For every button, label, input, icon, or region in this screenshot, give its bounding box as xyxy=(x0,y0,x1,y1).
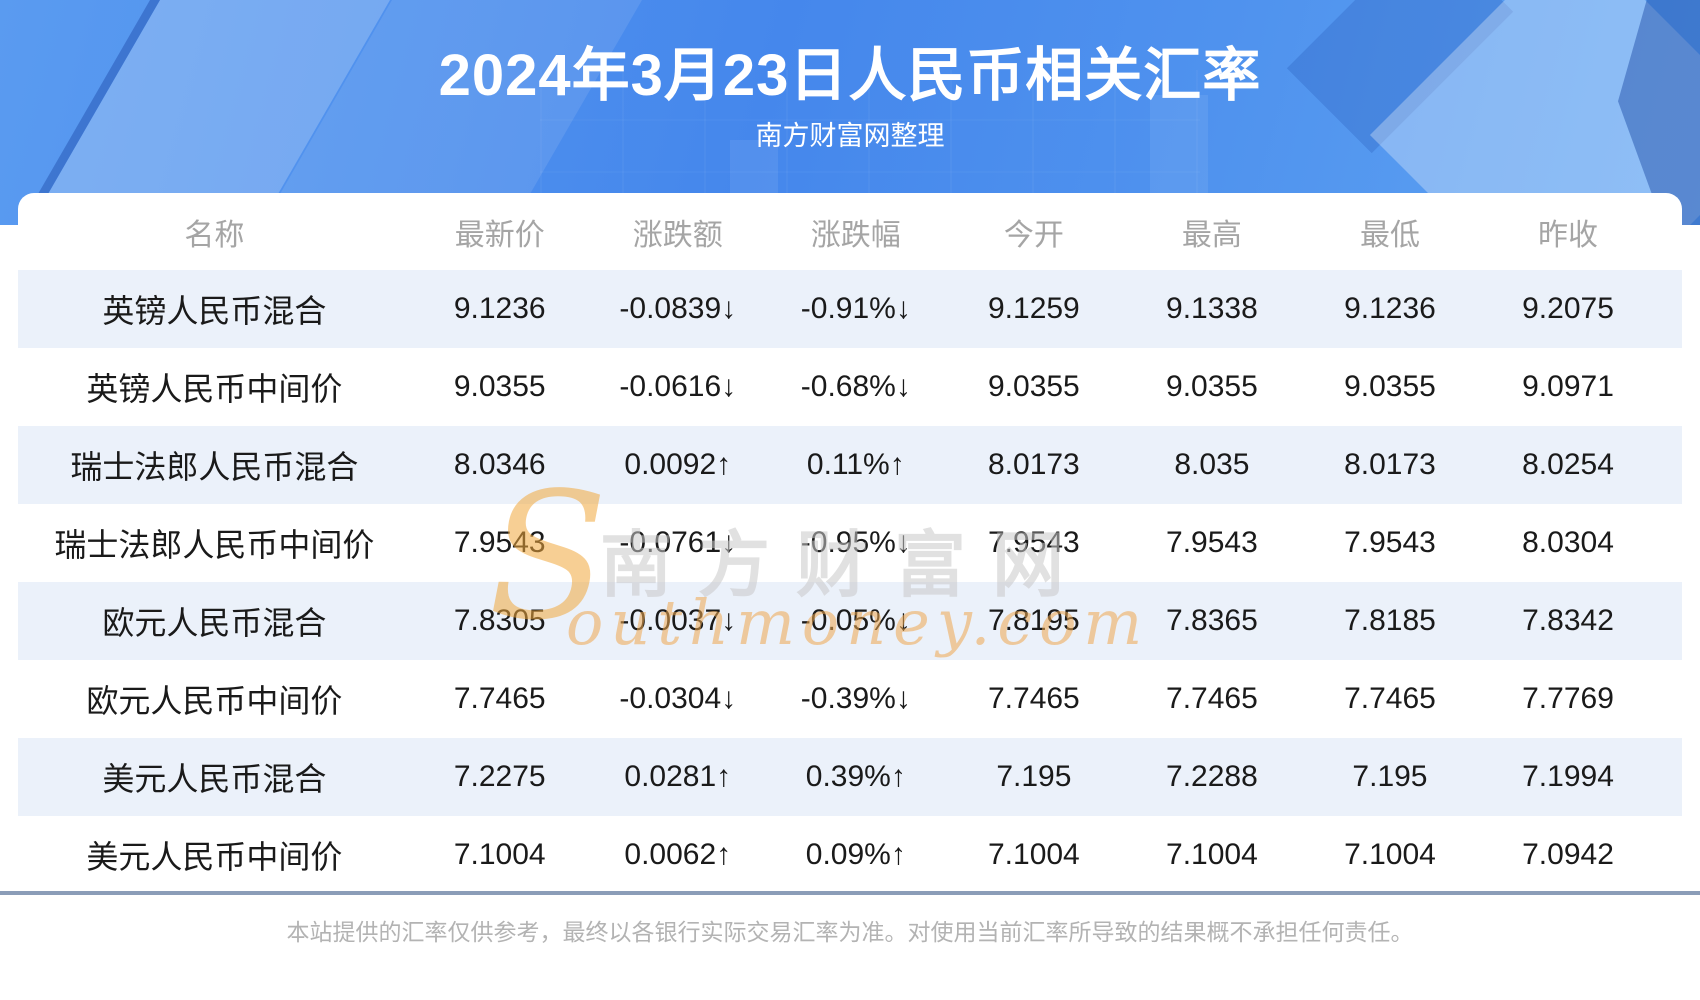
table-row: 美元人民币混合 7.2275 0.0281↑ 0.39%↑ 7.195 7.22… xyxy=(18,738,1682,816)
table-row: 欧元人民币混合 7.8305 -0.0037↓ -0.05%↓ 7.8195 7… xyxy=(18,582,1682,660)
high-price-cell: 7.8365 xyxy=(1166,604,1258,637)
table-row: 英镑人民币中间价 9.0355 -0.0616↓ -0.68%↓ 9.0355 … xyxy=(18,348,1682,426)
page-subtitle: 南方财富网整理 xyxy=(755,121,945,151)
prev-close-cell: 9.0971 xyxy=(1522,370,1614,403)
column-header-high: 最高 xyxy=(1181,218,1242,252)
column-header-change-pct: 涨跌幅 xyxy=(810,218,901,252)
high-price-cell: 8.035 xyxy=(1174,448,1250,481)
currency-name-cell: 欧元人民币混合 xyxy=(102,605,327,641)
change-amount-cell: -0.0839↓ xyxy=(619,292,737,325)
column-header-latest: 最新价 xyxy=(454,218,545,252)
low-price-cell: 9.0355 xyxy=(1344,370,1436,403)
exchange-rate-table: 名称 最新价 涨跌额 涨跌幅 今开 最高 最低 昨收 英镑人民币混合 9.123… xyxy=(18,193,1682,893)
low-price-cell: 7.8185 xyxy=(1344,604,1436,637)
column-header-open: 今开 xyxy=(1003,218,1064,252)
high-price-cell: 9.1338 xyxy=(1166,292,1258,325)
change-percent-cell: -0.95%↓ xyxy=(800,526,911,559)
page-title: 2024年3月23日人民币相关汇率 xyxy=(438,43,1262,108)
prev-close-cell: 8.0254 xyxy=(1522,448,1614,481)
table-row: 瑞士法郎人民币中间价 7.9543 -0.0761↓ -0.95%↓ 7.954… xyxy=(18,504,1682,582)
column-header-low: 最低 xyxy=(1359,218,1420,252)
change-percent-cell: -0.91%↓ xyxy=(800,292,911,325)
low-price-cell: 8.0173 xyxy=(1344,448,1436,481)
change-percent-cell: 0.09%↑ xyxy=(805,838,906,871)
high-price-cell: 7.9543 xyxy=(1166,526,1258,559)
column-header-name: 名称 xyxy=(184,218,245,252)
table-row: 英镑人民币混合 9.1236 -0.0839↓ -0.91%↓ 9.1259 9… xyxy=(18,270,1682,348)
latest-price-cell: 7.1004 xyxy=(453,838,546,871)
change-percent-cell: -0.05%↓ xyxy=(800,604,911,637)
high-price-cell: 7.2288 xyxy=(1166,760,1258,793)
low-price-cell: 9.1236 xyxy=(1344,292,1436,325)
prev-close-cell: 8.0304 xyxy=(1522,526,1614,559)
column-header-prev-close: 昨收 xyxy=(1538,218,1598,252)
open-price-cell: 9.1259 xyxy=(987,292,1080,325)
currency-name-cell: 瑞士法郎人民币中间价 xyxy=(54,527,375,563)
open-price-cell: 7.195 xyxy=(996,760,1072,793)
change-amount-cell: -0.0616↓ xyxy=(619,370,737,403)
change-amount-cell: -0.0037↓ xyxy=(619,604,737,637)
high-price-cell: 7.7465 xyxy=(1166,682,1258,715)
currency-name-cell: 美元人民币混合 xyxy=(102,761,327,797)
currency-name-cell: 英镑人民币中间价 xyxy=(86,371,343,407)
latest-price-cell: 9.1236 xyxy=(453,292,546,325)
column-header-change: 涨跌额 xyxy=(632,218,723,252)
table-row: 瑞士法郎人民币混合 8.0346 0.0092↑ 0.11%↑ 8.0173 8… xyxy=(18,426,1682,504)
change-amount-cell: 0.0092↑ xyxy=(624,448,732,481)
latest-price-cell: 7.2275 xyxy=(453,760,546,793)
low-price-cell: 7.1004 xyxy=(1344,838,1436,871)
high-price-cell: 7.1004 xyxy=(1166,838,1258,871)
prev-close-cell: 7.7769 xyxy=(1522,682,1614,715)
low-price-cell: 7.195 xyxy=(1352,760,1428,793)
change-amount-cell: 0.0062↑ xyxy=(624,838,732,871)
change-percent-cell: 0.39%↑ xyxy=(805,760,906,793)
footer-divider xyxy=(0,891,1700,895)
latest-price-cell: 7.9543 xyxy=(453,526,546,559)
latest-price-cell: 7.8305 xyxy=(453,604,546,637)
high-price-cell: 9.0355 xyxy=(1166,370,1258,403)
prev-close-cell: 7.8342 xyxy=(1522,604,1614,637)
table-row: 欧元人民币中间价 7.7465 -0.0304↓ -0.39%↓ 7.7465 … xyxy=(18,660,1682,738)
change-amount-cell: 0.0281↑ xyxy=(624,760,732,793)
currency-name-cell: 瑞士法郎人民币混合 xyxy=(70,449,359,485)
change-amount-cell: -0.0761↓ xyxy=(619,526,737,559)
change-percent-cell: 0.11%↑ xyxy=(806,448,905,481)
latest-price-cell: 7.7465 xyxy=(453,682,546,715)
change-percent-cell: -0.39%↓ xyxy=(800,682,911,715)
latest-price-cell: 9.0355 xyxy=(453,370,546,403)
open-price-cell: 9.0355 xyxy=(987,370,1080,403)
footer-disclaimer: 本站提供的汇率仅供参考，最终以各银行实际交易汇率为准。对使用当前汇率所导致的结果… xyxy=(286,919,1414,945)
prev-close-cell: 9.2075 xyxy=(1522,292,1614,325)
currency-name-cell: 英镑人民币混合 xyxy=(102,293,327,329)
open-price-cell: 7.9543 xyxy=(987,526,1080,559)
low-price-cell: 7.7465 xyxy=(1344,682,1436,715)
open-price-cell: 7.8195 xyxy=(987,604,1080,637)
table-row: 美元人民币中间价 7.1004 0.0062↑ 0.09%↑ 7.1004 7.… xyxy=(18,816,1682,894)
low-price-cell: 7.9543 xyxy=(1344,526,1436,559)
open-price-cell: 7.1004 xyxy=(987,838,1080,871)
prev-close-cell: 7.1994 xyxy=(1522,760,1614,793)
open-price-cell: 7.7465 xyxy=(987,682,1080,715)
open-price-cell: 8.0173 xyxy=(987,448,1080,481)
header-banner xyxy=(0,0,1700,225)
latest-price-cell: 8.0346 xyxy=(453,448,546,481)
change-percent-cell: -0.68%↓ xyxy=(800,370,911,403)
currency-name-cell: 欧元人民币中间价 xyxy=(86,683,343,719)
table-header-row: 名称 最新价 涨跌额 涨跌幅 今开 最高 最低 昨收 xyxy=(18,193,1682,270)
currency-name-cell: 美元人民币中间价 xyxy=(86,839,343,875)
table-body: 英镑人民币混合 9.1236 -0.0839↓ -0.91%↓ 9.1259 9… xyxy=(18,270,1682,894)
prev-close-cell: 7.0942 xyxy=(1522,838,1614,871)
change-amount-cell: -0.0304↓ xyxy=(619,682,737,715)
